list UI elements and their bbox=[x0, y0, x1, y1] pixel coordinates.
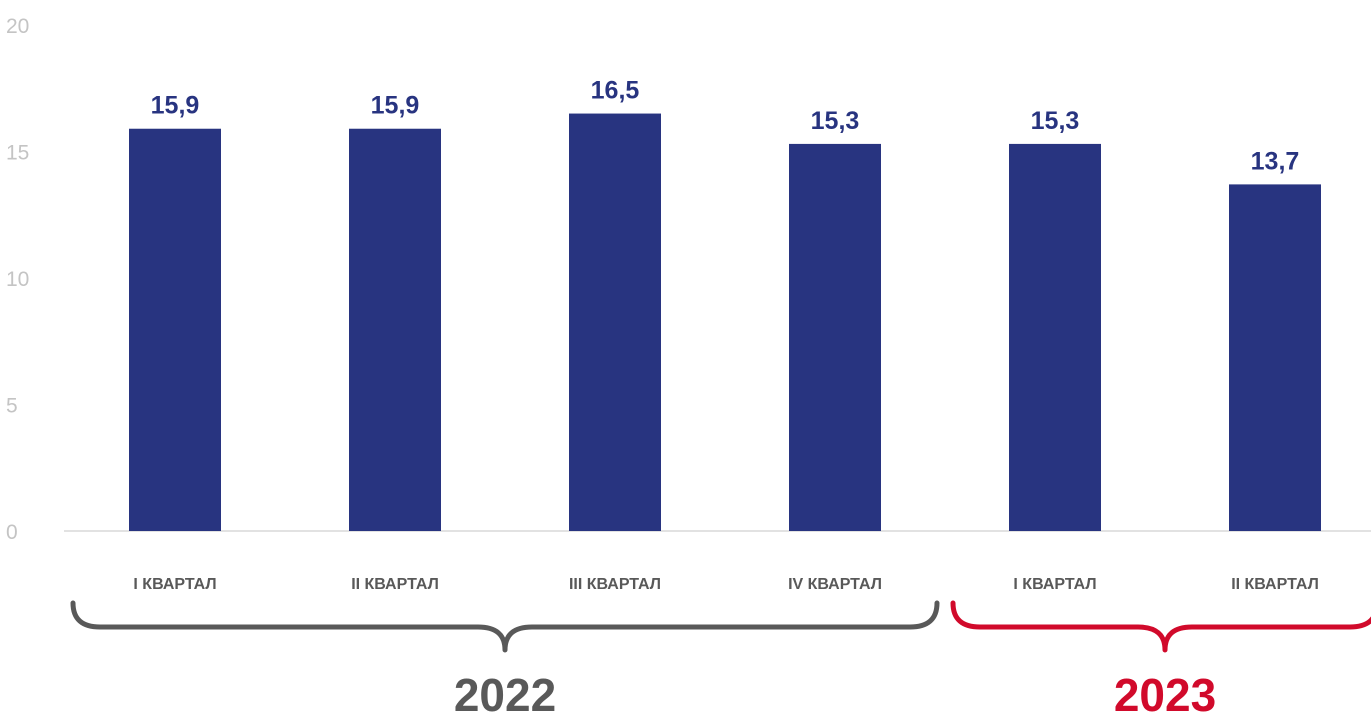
bar-value-label: 16,5 bbox=[591, 77, 640, 105]
bar bbox=[1009, 143, 1101, 531]
bar bbox=[569, 113, 661, 532]
category-label: III КВАРТАЛ bbox=[569, 576, 661, 593]
y-tick-label: 5 bbox=[6, 395, 18, 418]
value-labels: 15,9 15,9 16,5 15,3 15,3 13,7 bbox=[151, 77, 1300, 176]
group-brace bbox=[70, 600, 940, 653]
bars bbox=[129, 113, 1321, 532]
y-tick-label: 20 bbox=[6, 15, 29, 38]
bar bbox=[789, 143, 881, 531]
group-brace bbox=[950, 600, 1371, 653]
y-tick-label: 0 bbox=[6, 521, 18, 544]
y-tick-label: 15 bbox=[6, 142, 29, 165]
bar-value-label: 15,9 bbox=[371, 92, 420, 120]
category-label: I КВАРТАЛ bbox=[1013, 576, 1096, 593]
bar-value-label: 13,7 bbox=[1251, 147, 1300, 175]
category-label: II КВАРТАЛ bbox=[351, 576, 439, 593]
year-groups: 2022 2023 bbox=[70, 600, 1371, 721]
bar bbox=[129, 128, 221, 532]
y-axis-ticks: 0 5 10 15 20 bbox=[6, 15, 29, 544]
category-labels: I КВАРТАЛ II КВАРТАЛ III КВАРТАЛ IV КВАРТАЛ… bbox=[133, 576, 1318, 593]
y-tick-label: 10 bbox=[6, 268, 29, 291]
category-label: IV КВАРТАЛ bbox=[788, 576, 882, 593]
bar-value-label: 15,3 bbox=[811, 107, 860, 135]
group-year-label: 2022 bbox=[454, 669, 556, 721]
group-year-label: 2023 bbox=[1114, 669, 1216, 721]
bar-value-label: 15,3 bbox=[1031, 107, 1080, 135]
bar bbox=[1229, 184, 1321, 531]
category-label: I КВАРТАЛ bbox=[133, 576, 216, 593]
category-label: II КВАРТАЛ bbox=[1231, 576, 1319, 593]
bar-value-label: 15,9 bbox=[151, 92, 200, 120]
bar bbox=[349, 128, 441, 532]
